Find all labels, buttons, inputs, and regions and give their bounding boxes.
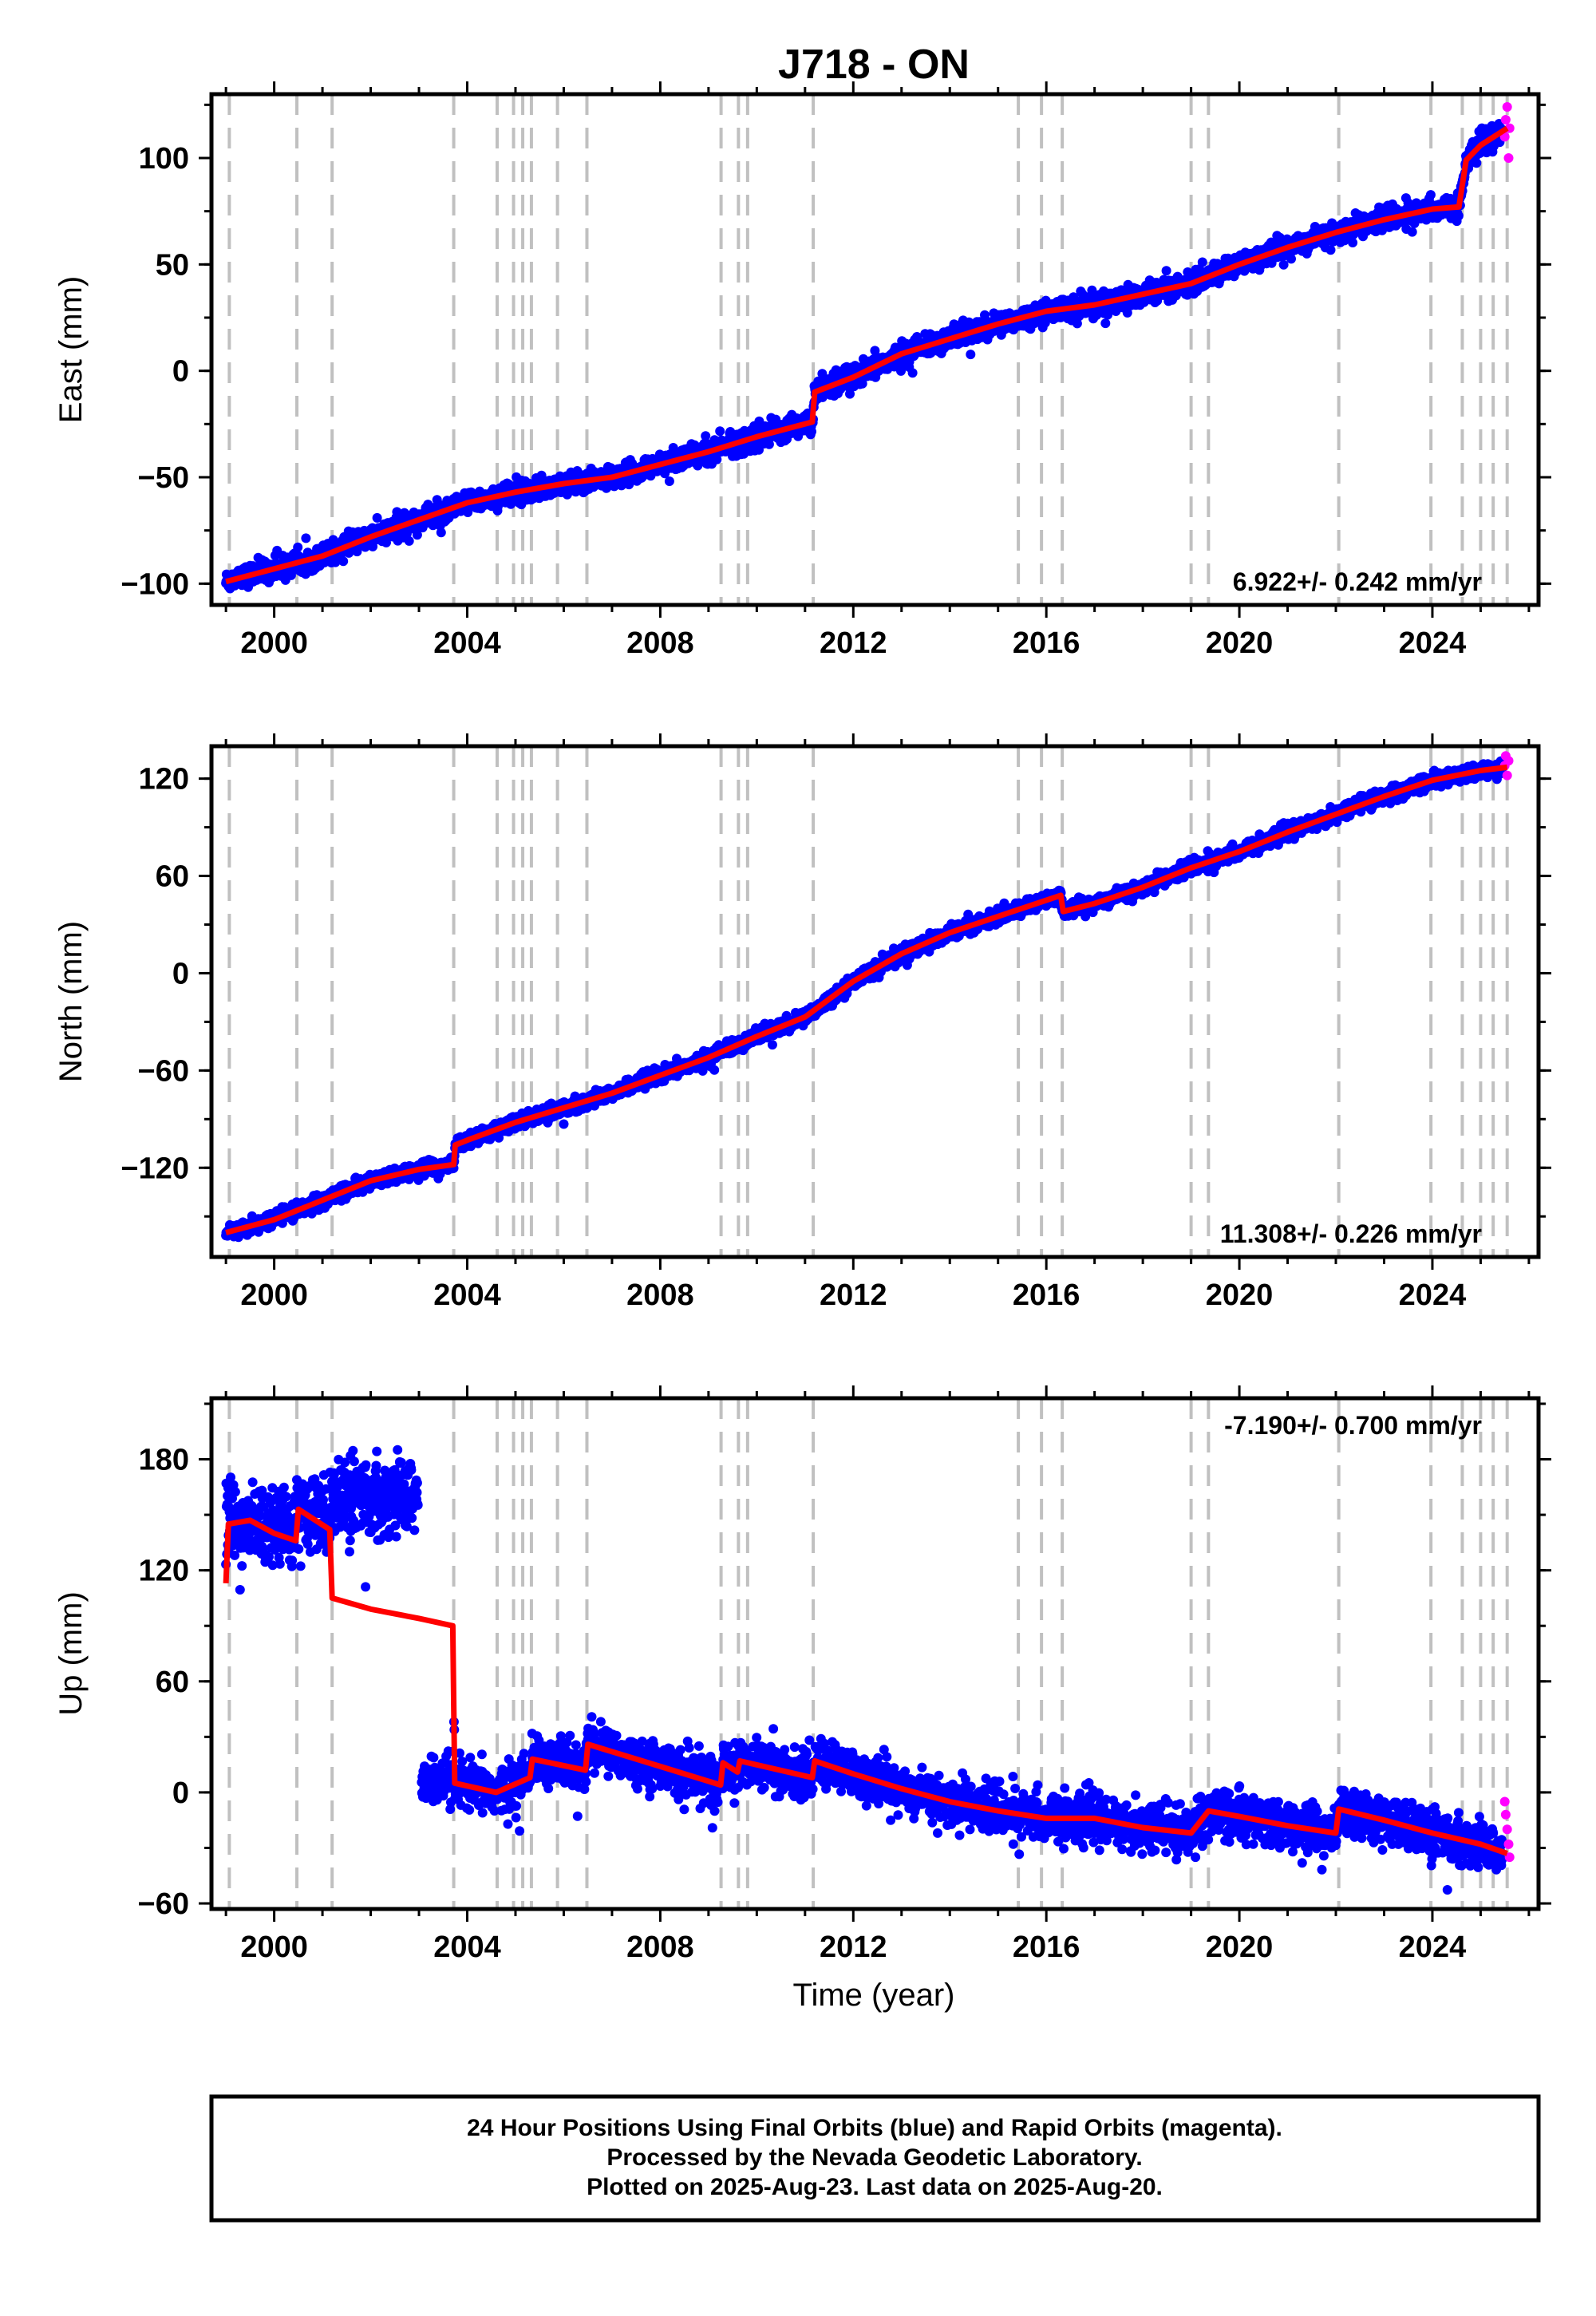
data-point xyxy=(966,350,976,360)
plot-title: J718 - ON xyxy=(778,41,970,88)
y-tick-label: 100 xyxy=(139,142,189,176)
x-tick-label: 2000 xyxy=(240,626,308,660)
data-point xyxy=(1407,227,1417,237)
data-point xyxy=(715,426,725,437)
data-point xyxy=(1425,190,1436,200)
x-tick-label: 2004 xyxy=(433,626,501,660)
x-tick-label: 2020 xyxy=(1206,626,1274,660)
x-tick-label: 2024 xyxy=(1399,626,1467,660)
east-panel: 2000 2004 2008 2012 2016 2020 2024 −100 −50 0 50 10… xyxy=(53,81,1551,660)
rapid-orbit-point xyxy=(1503,153,1514,163)
north-panel: 2000 2004 2008 2012 2016 2020 2024−120−6006012… xyxy=(53,733,1551,1312)
y-axis: −100 −50 0 50 100 xyxy=(120,103,1551,601)
data-point xyxy=(701,431,711,441)
data-point xyxy=(907,368,918,378)
data-point xyxy=(664,476,674,486)
data-point xyxy=(1072,318,1082,329)
data-point xyxy=(412,530,422,540)
data-point xyxy=(1348,238,1358,247)
data-point xyxy=(1278,259,1289,270)
data-point xyxy=(1286,254,1296,264)
data-point xyxy=(1453,211,1464,221)
plot-frame xyxy=(209,92,1541,607)
data-point xyxy=(845,389,855,399)
x-tick-label: 2012 xyxy=(820,626,887,660)
data-point xyxy=(712,454,722,464)
y-tick-label: 0 xyxy=(172,355,189,389)
data-point xyxy=(1197,257,1207,267)
data-point xyxy=(381,537,391,547)
y-axis-label: East (mm) xyxy=(53,276,89,423)
y-tick-label: −50 xyxy=(138,461,189,495)
rapid-orbit-point xyxy=(1500,115,1511,124)
x-tick-label: 2016 xyxy=(1013,626,1080,660)
data-point xyxy=(1100,318,1111,329)
data-point xyxy=(338,556,349,567)
data-point xyxy=(436,528,446,538)
data-point xyxy=(352,547,362,557)
data-point xyxy=(1472,158,1482,168)
plot-area xyxy=(221,94,1515,605)
data-point xyxy=(404,536,414,546)
x-tick-label: 2008 xyxy=(626,626,694,660)
data-point xyxy=(870,346,880,356)
rapid-orbit-point xyxy=(1502,102,1512,112)
rate-label: 6.922+/- 0.242 mm/yr xyxy=(1233,567,1482,596)
data-point xyxy=(807,426,816,437)
data-point xyxy=(1325,245,1336,255)
data-point xyxy=(1040,318,1050,328)
plot-area xyxy=(221,746,1514,1257)
data-point xyxy=(1161,266,1171,276)
data-point xyxy=(301,533,311,543)
x-axis: 2000 2004 2008 2012 2016 2020 2024 xyxy=(224,81,1531,660)
data-point xyxy=(392,507,402,517)
y-tick-label: −100 xyxy=(120,567,189,601)
data-point xyxy=(896,366,906,376)
y-tick-label: 50 xyxy=(156,248,189,282)
data-point xyxy=(372,512,382,523)
data-point xyxy=(293,542,303,552)
model-fit-line xyxy=(225,125,1509,585)
